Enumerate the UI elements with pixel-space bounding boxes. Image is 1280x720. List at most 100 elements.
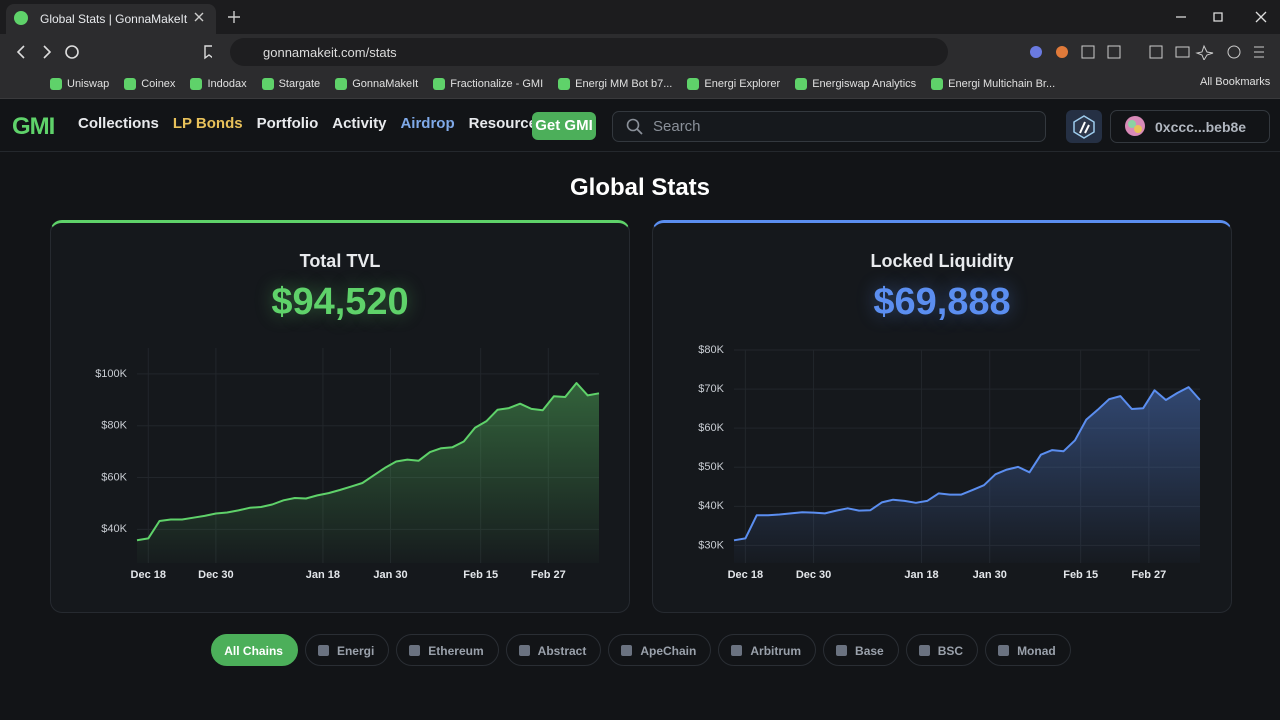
bookmark-label: Fractionalize - GMI xyxy=(450,78,544,90)
chain-chip[interactable]: ApeChain xyxy=(608,634,712,666)
chain-icon xyxy=(998,645,1010,656)
y-tick-label: $80K xyxy=(101,420,127,432)
site-nav: GMI Collections LP Bonds Portfolio Activity… xyxy=(0,100,1280,152)
nav-link[interactable]: Activity xyxy=(332,115,387,132)
x-tick-label: Dec 18 xyxy=(131,569,166,581)
bookmark[interactable]: Indodax xyxy=(190,78,247,90)
bookmark-icon xyxy=(931,78,944,90)
bookmark[interactable]: Coinex xyxy=(124,78,175,90)
page-title: Global Stats xyxy=(569,174,711,201)
x-tick-label: Feb 27 xyxy=(1131,569,1166,581)
y-tick-label: $80K xyxy=(698,344,724,356)
address-bar: gonnamakeit.com/stats xyxy=(0,34,1280,70)
chain-chip[interactable]: Base xyxy=(823,634,899,666)
tab[interactable]: Global Stats | GonnaMakeIt xyxy=(6,4,216,34)
x-tick-label: Feb 15 xyxy=(463,569,498,581)
x-tick-label: Dec 18 xyxy=(728,569,763,581)
chain-icon xyxy=(409,645,421,656)
nav-buttons[interactable] xyxy=(12,44,212,60)
chain-label: Arbitrum xyxy=(750,644,802,658)
bookmark-icon xyxy=(50,78,62,90)
chain-filter: All Chains Energi Ethereum Abstract ApeChain… xyxy=(0,634,1280,666)
chain-label: ApeChain xyxy=(640,644,697,658)
chain-icon xyxy=(836,645,848,656)
chain-icon xyxy=(317,645,329,656)
nav-link[interactable]: Resources xyxy=(468,115,546,132)
y-tick-label: $50K xyxy=(698,461,724,473)
window-controls[interactable] xyxy=(1170,10,1270,24)
bookmark-label: Coinex xyxy=(141,78,176,90)
chain-icon xyxy=(731,645,743,656)
tab-favicon xyxy=(14,11,28,25)
bookmark[interactable]: Energi MM Bot b7... xyxy=(558,78,672,90)
x-tick-label: Dec 30 xyxy=(198,569,233,581)
tab-bar: Global Stats | GonnaMakeIt xyxy=(0,0,1280,34)
chain-icon xyxy=(621,645,633,656)
chain-label: Abstract xyxy=(537,644,587,658)
data-line xyxy=(733,386,1201,542)
bookmark-label: Uniswap xyxy=(67,78,110,90)
chain-icon xyxy=(518,645,530,656)
bookmark-label: Energi MM Bot b7... xyxy=(575,78,673,90)
x-tick-label: Feb 27 xyxy=(531,569,566,581)
nav-link[interactable]: Portfolio xyxy=(256,115,319,132)
bookmark[interactable]: Uniswap xyxy=(50,78,109,90)
chain-chip[interactable]: Arbitrum xyxy=(718,634,817,666)
y-tick-label: $30K xyxy=(698,539,724,551)
chain-label: BSC xyxy=(937,644,964,658)
search-input[interactable]: Search xyxy=(612,111,1046,142)
url[interactable]: gonnamakeit.com/stats xyxy=(230,38,948,66)
chain-label: Energi xyxy=(336,644,375,658)
area-fill xyxy=(137,383,599,563)
bookmark[interactable]: Stargate xyxy=(261,78,320,90)
chart: $30K $40K $50K $60K $70K $80K Dec 18 Dec 30 Jan … xyxy=(698,344,1201,581)
data-line xyxy=(136,382,600,542)
chain-chip[interactable]: Abstract xyxy=(505,634,602,666)
bookmark-label: Energiswap Analytics xyxy=(812,78,917,90)
tab-close[interactable] xyxy=(194,12,204,22)
chain-chip[interactable]: All Chains xyxy=(211,634,298,666)
wallet-button[interactable]: 0xccc...beb8e xyxy=(1110,110,1270,143)
network-button[interactable] xyxy=(1066,110,1102,143)
nav-link[interactable]: LP Bonds xyxy=(172,115,243,132)
search-icon xyxy=(626,118,643,135)
arbitrum-icon xyxy=(1073,115,1095,139)
y-tick-label: $70K xyxy=(698,383,724,395)
bookmark-label: GonnaMakeIt xyxy=(352,78,419,90)
x-tick-label: Dec 30 xyxy=(796,569,831,581)
area-fill xyxy=(734,387,1200,563)
chain-chip[interactable]: Ethereum xyxy=(396,634,499,666)
chain-chip[interactable]: Monad xyxy=(985,634,1071,666)
nav-link[interactable]: Collections xyxy=(78,115,159,132)
card-title: Total TVL xyxy=(299,251,381,271)
x-tick-label: Feb 15 xyxy=(1063,569,1098,581)
card-title: Locked Liquidity xyxy=(870,251,1014,271)
bookmark[interactable]: Energi Multichain Br... xyxy=(931,78,1055,90)
y-tick-label: $60K xyxy=(698,422,724,434)
card-value: $69,888 xyxy=(873,281,1011,323)
bookmark[interactable]: GonnaMakeIt xyxy=(335,78,418,90)
bookmark-icon xyxy=(335,78,348,90)
extensions[interactable] xyxy=(1028,44,1273,60)
nav-link[interactable]: Airdrop xyxy=(400,115,455,132)
y-tick-label: $40K xyxy=(698,500,724,512)
bookmark[interactable]: Energi Explorer xyxy=(687,78,780,90)
bookmark-icon xyxy=(190,78,203,90)
get-gmi-button[interactable]: Get GMI xyxy=(532,112,596,140)
y-tick-label: $40K xyxy=(101,523,127,535)
card-value: $94,520 xyxy=(271,281,409,323)
chain-chip[interactable]: Energi xyxy=(304,634,390,666)
bookmark[interactable]: Fractionalize - GMI xyxy=(433,78,543,90)
stats-card: Total TVL $94,520 $40K $60K $80K $100K Dec 1… xyxy=(50,220,630,613)
chain-label: Ethereum xyxy=(428,644,484,658)
new-tab[interactable] xyxy=(228,11,240,23)
all-bookmarks[interactable]: All Bookmarks xyxy=(1200,76,1271,88)
logo[interactable]: GMI xyxy=(12,113,55,140)
x-tick-label: Jan 18 xyxy=(306,569,340,581)
y-tick-label: $100K xyxy=(95,368,127,380)
chain-chip[interactable]: BSC xyxy=(905,634,979,666)
bookmark[interactable]: Energiswap Analytics xyxy=(795,78,916,90)
chart: $40K $60K $80K $100K Dec 18 Dec 30 Jan 18 Jan 3… xyxy=(95,348,600,581)
nav-links: Collections LP Bonds Portfolio Activity Aird… xyxy=(78,115,545,132)
